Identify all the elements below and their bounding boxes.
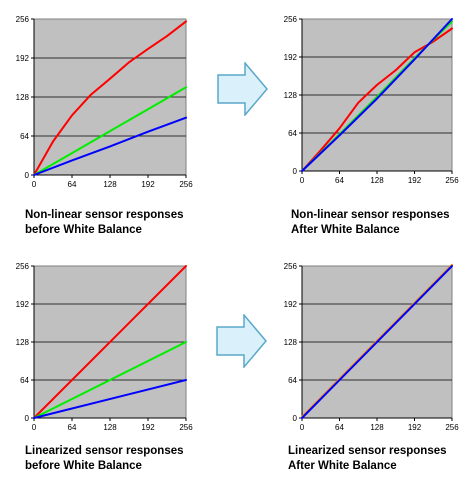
chart-bottom-left-svg: 0 64 128 192 256 0 64 128 192 256 xyxy=(16,262,194,432)
x-tick-label: 256 xyxy=(179,423,193,432)
y-tick-label: 0 xyxy=(293,414,298,423)
x-tick-label: 128 xyxy=(103,180,117,189)
x-tick-label: 128 xyxy=(103,423,117,432)
x-tick-label: 0 xyxy=(32,180,37,189)
right-arrow-icon xyxy=(217,62,268,116)
chart-top-right: 0 64 128 192 256 0 64 128 192 256 xyxy=(272,5,472,195)
x-tick-label: 64 xyxy=(68,180,77,189)
chart-top-left: 0 64 128 192 256 0 64 128 192 256 xyxy=(0,5,210,195)
x-tick-label: 128 xyxy=(370,176,384,185)
y-tick-label: 0 xyxy=(25,171,30,180)
y-tick-label: 128 xyxy=(284,338,298,347)
caption-bottom-right: Linearized sensor responses After White … xyxy=(288,444,447,474)
x-tick-label: 64 xyxy=(335,176,344,185)
y-tick-label: 256 xyxy=(16,262,30,271)
x-tick-label: 192 xyxy=(141,423,155,432)
caption-top-right-line2: After White Balance xyxy=(291,224,400,236)
caption-top-left: Non-linear sensor responses before White… xyxy=(25,208,184,238)
x-tick-label: 0 xyxy=(300,176,305,185)
y-tick-label: 128 xyxy=(284,91,298,100)
chart-top-right-svg: 0 64 128 192 256 0 64 128 192 256 xyxy=(284,15,460,185)
series-line-green xyxy=(33,86,187,176)
y-tick-label: 192 xyxy=(16,54,30,63)
x-tick-label: 256 xyxy=(445,176,459,185)
y-tick-label: 192 xyxy=(284,53,298,62)
caption-bottom-left-line2: before White Balance xyxy=(25,460,142,472)
y-tick-label: 256 xyxy=(284,262,298,271)
caption-bottom-left-line1: Linearized sensor responses xyxy=(25,445,184,457)
y-tick-label: 0 xyxy=(293,167,298,176)
y-tick-label: 256 xyxy=(284,15,298,24)
x-tick-label: 192 xyxy=(408,176,422,185)
series-line-blue xyxy=(301,18,453,172)
chart-bottom-right-svg: 0 64 128 192 256 0 64 128 192 256 xyxy=(284,262,460,432)
y-tick-label: 192 xyxy=(284,300,298,309)
y-tick-label: 192 xyxy=(16,300,30,309)
caption-bottom-right-line2: After White Balance xyxy=(288,460,397,472)
series-line-red xyxy=(33,20,187,176)
caption-bottom-left: Linearized sensor responses before White… xyxy=(25,444,184,474)
x-tick-label: 256 xyxy=(179,180,193,189)
x-tick-label: 64 xyxy=(335,423,344,432)
y-tick-label: 64 xyxy=(20,132,29,141)
x-tick-label: 128 xyxy=(370,423,384,432)
series-line-blue xyxy=(33,379,187,419)
y-tick-label: 64 xyxy=(288,376,297,385)
x-tick-label: 0 xyxy=(300,423,305,432)
x-tick-label: 64 xyxy=(68,423,77,432)
caption-top-left-line1: Non-linear sensor responses xyxy=(25,209,184,221)
right-arrow-icon xyxy=(216,314,267,368)
x-tick-label: 192 xyxy=(141,180,155,189)
y-tick-label: 128 xyxy=(16,93,30,102)
chart-bottom-left: 0 64 128 192 256 0 64 128 192 256 xyxy=(0,250,210,438)
y-tick-label: 128 xyxy=(16,338,30,347)
x-tick-label: 256 xyxy=(445,423,459,432)
chart-bottom-right: 0 64 128 192 256 0 64 128 192 256 xyxy=(272,250,472,438)
x-tick-label: 192 xyxy=(408,423,422,432)
series-line-red xyxy=(33,265,187,419)
right-arrow-icon-shape xyxy=(216,314,267,368)
y-tick-label: 0 xyxy=(25,414,30,423)
y-tick-label: 64 xyxy=(288,129,297,138)
y-tick-label: 64 xyxy=(20,376,29,385)
caption-top-left-line2: before White Balance xyxy=(25,224,142,236)
series-line-blue xyxy=(301,265,453,419)
caption-top-right: Non-linear sensor responses After White … xyxy=(291,208,450,238)
x-tick-label: 0 xyxy=(32,423,37,432)
caption-bottom-right-line1: Linearized sensor responses xyxy=(288,445,447,457)
chart-top-left-svg: 0 64 128 192 256 0 64 128 192 256 xyxy=(16,15,194,189)
series-line-green xyxy=(33,341,187,419)
right-arrow-icon-shape xyxy=(217,62,268,116)
caption-top-right-line1: Non-linear sensor responses xyxy=(291,209,450,221)
series-line-blue xyxy=(33,116,187,176)
y-tick-label: 256 xyxy=(16,15,30,24)
